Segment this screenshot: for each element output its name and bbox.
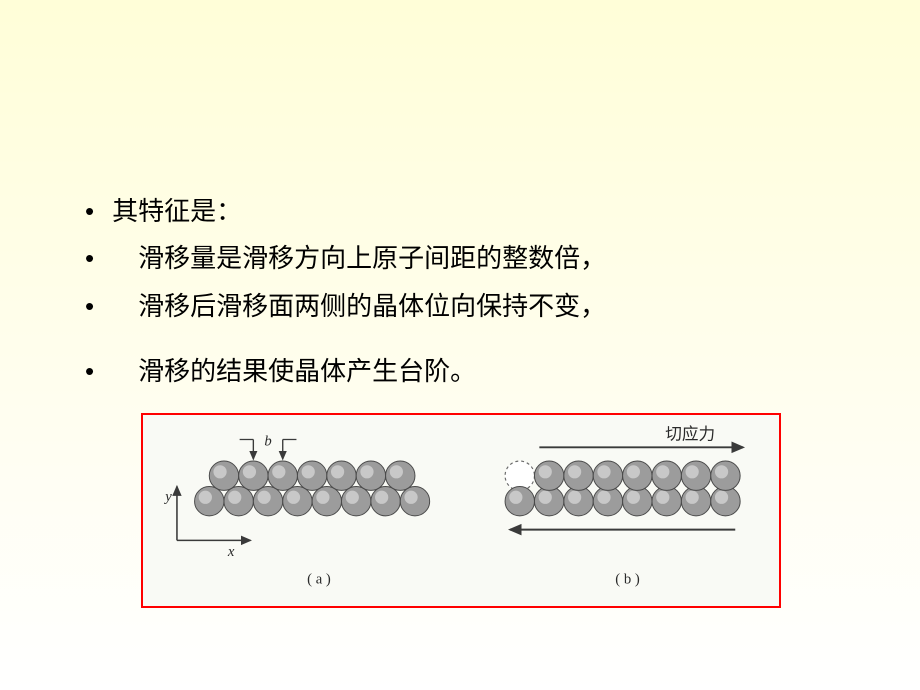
bullet-item: • 滑移的结果使晶体产生台阶。	[85, 348, 920, 395]
bullet-text: 其特征是：	[112, 189, 242, 235]
svg-text:( b ): ( b )	[615, 572, 640, 588]
svg-text:( a ): ( a )	[307, 572, 331, 588]
bullet-list: • 其特征是： • 滑移量是滑移方向上原子间距的整数倍， • 滑移后滑移面两侧的晶体位向保…	[85, 188, 920, 395]
bullet-text: 滑移量是滑移方向上原子间距的整数倍，	[112, 236, 606, 282]
bullet-text: 滑移后滑移面两侧的晶体位向保持不变，	[112, 284, 606, 330]
svg-text:x: x	[227, 544, 235, 560]
bullet-mark: •	[85, 235, 94, 281]
bullet-mark: •	[85, 283, 94, 329]
bullet-mark: •	[85, 348, 94, 394]
figure-box: b y x ( a ) 切应力 ( b )	[141, 413, 781, 608]
svg-text:切应力: 切应力	[665, 425, 715, 444]
svg-text:b: b	[264, 433, 271, 449]
bullet-mark: •	[85, 188, 94, 234]
bullet-item: • 其特征是：	[85, 188, 920, 235]
slide-content: • 其特征是： • 滑移量是滑移方向上原子间距的整数倍， • 滑移后滑移面两侧的晶体位向保…	[0, 0, 920, 608]
slip-diagram: b y x ( a ) 切应力 ( b )	[143, 415, 779, 606]
bullet-item: • 滑移量是滑移方向上原子间距的整数倍，	[85, 235, 920, 282]
bullet-item: • 滑移后滑移面两侧的晶体位向保持不变，	[85, 283, 920, 330]
bullet-text: 滑移的结果使晶体产生台阶。	[112, 349, 476, 395]
svg-text:y: y	[163, 489, 172, 505]
